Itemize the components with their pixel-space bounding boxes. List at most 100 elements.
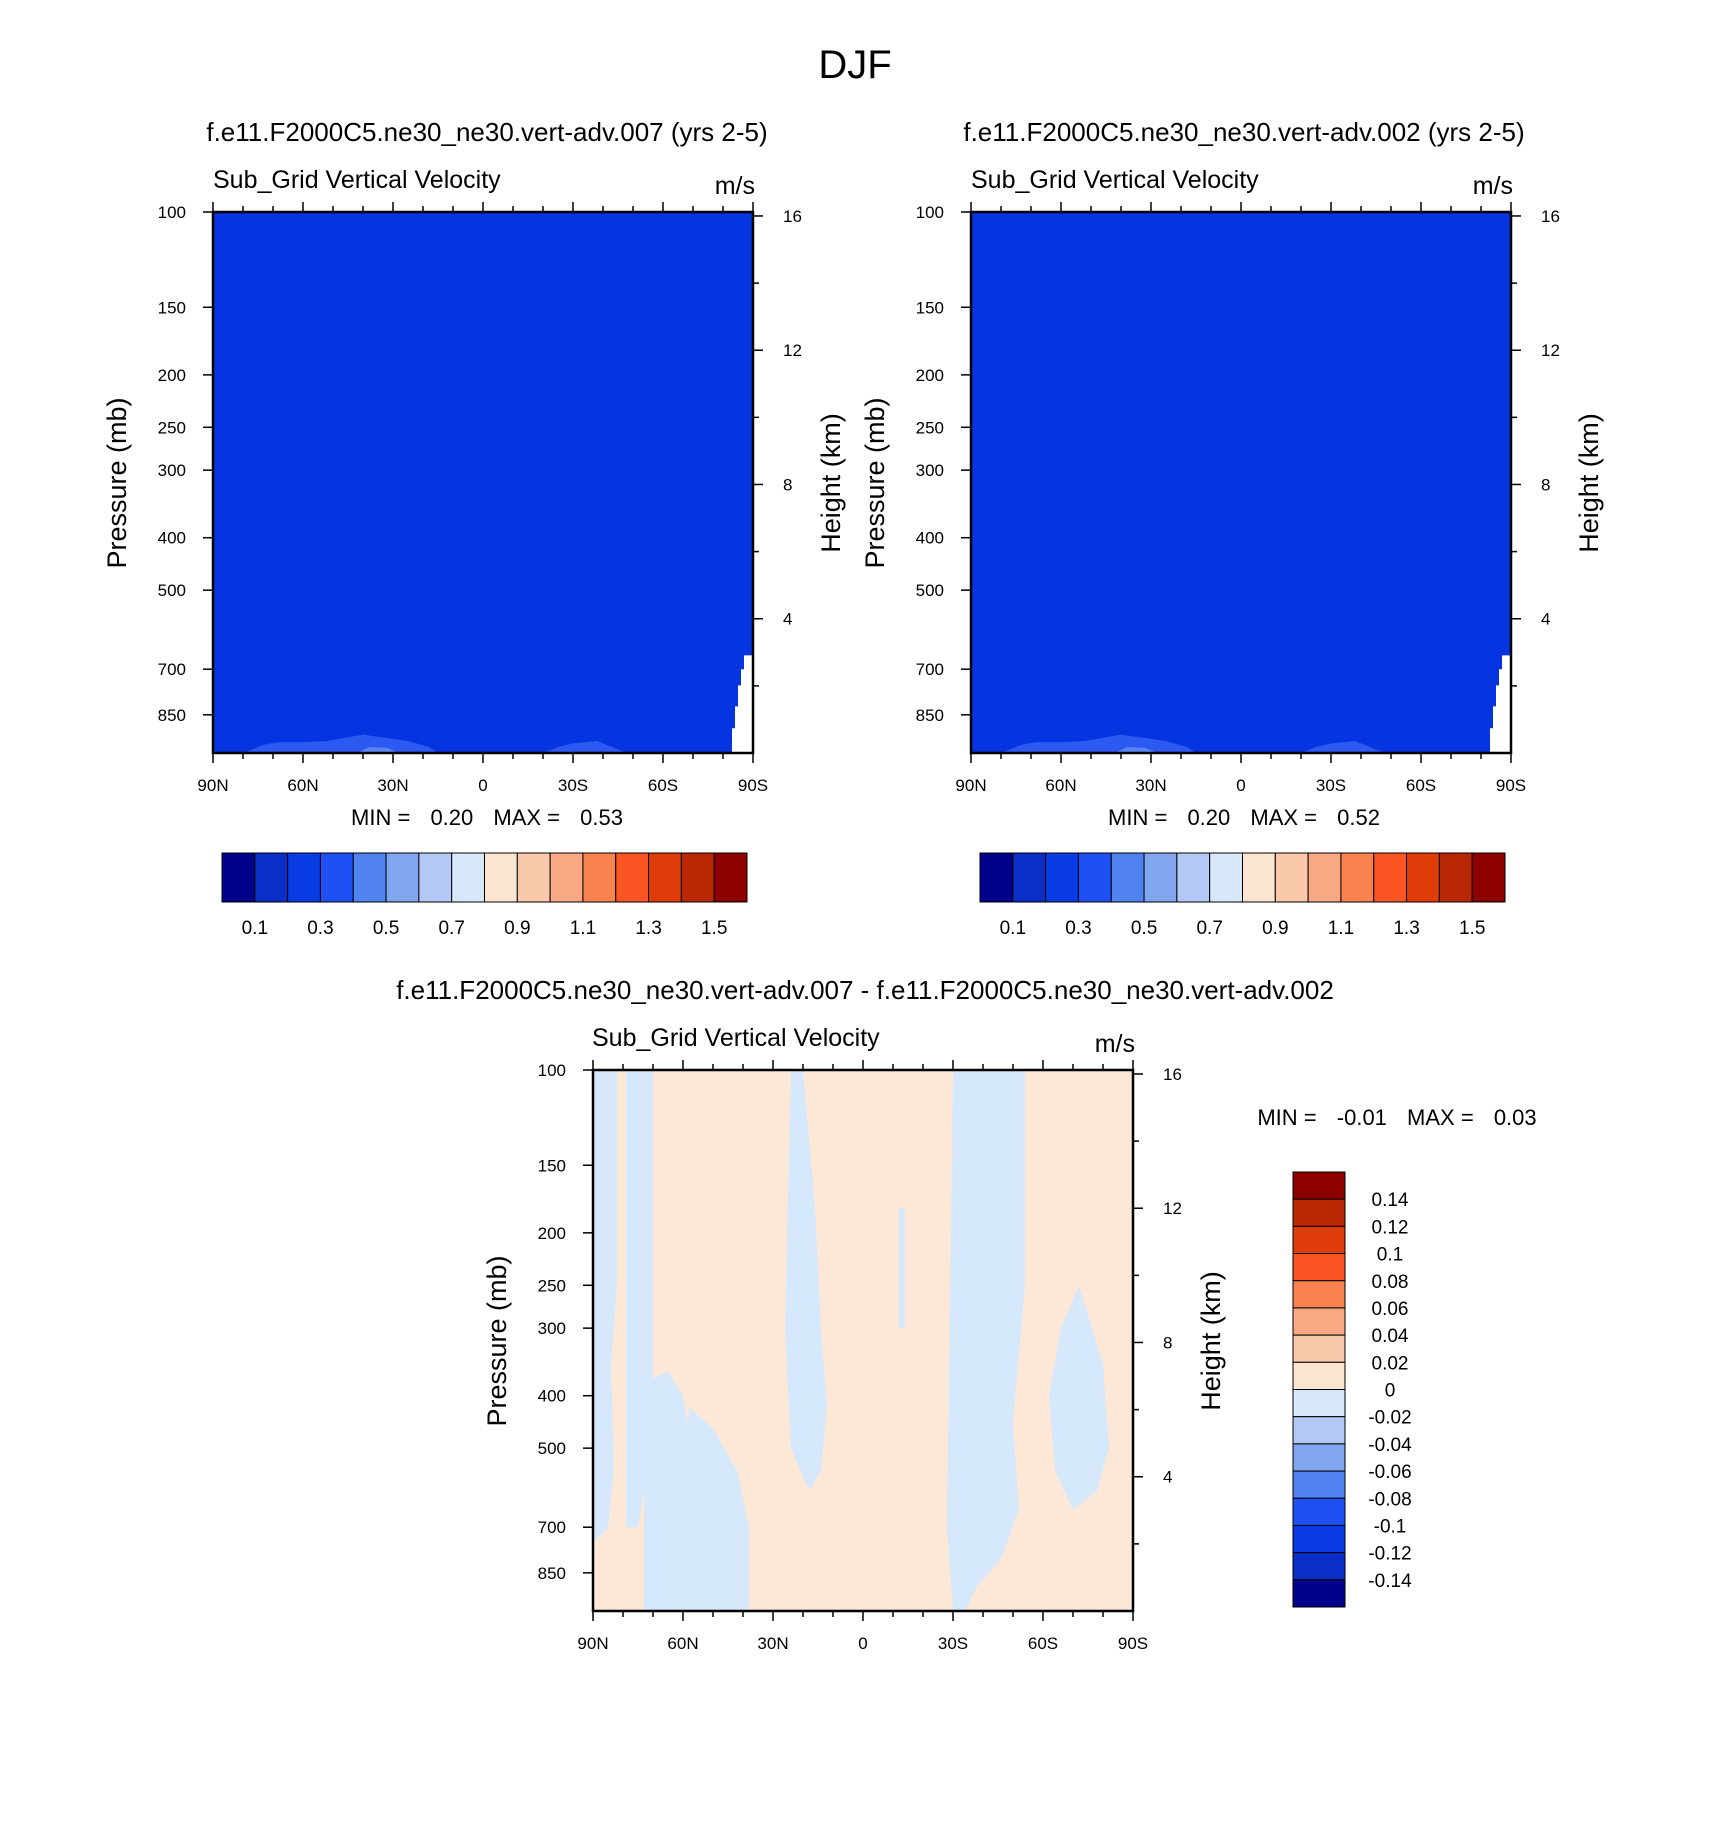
colorbar-box: [319, 852, 354, 903]
min-value: -0.01: [1337, 1105, 1387, 1130]
colorbar-label: 1.5: [701, 918, 727, 939]
colorbar-box: [1340, 852, 1375, 903]
x-tick-label: 60N: [287, 776, 318, 795]
y-tick-label: 150: [538, 1156, 566, 1175]
colorbar-box: [1176, 852, 1211, 903]
x-tick-label: 0: [478, 776, 487, 795]
y-right-tick-label: 4: [783, 610, 792, 629]
colorbar-box: [549, 852, 584, 903]
colorbar-box: [221, 852, 256, 903]
y-axis-label: Pressure (mb): [860, 397, 890, 568]
x-tick-label: 30N: [1135, 776, 1166, 795]
panel-case-002: f.e11.F2000C5.ne30_ne30.vert-adv.002 (yr…: [860, 117, 1604, 939]
colorbar-label: -0.1: [1374, 1516, 1407, 1537]
difference-title: f.e11.F2000C5.ne30_ne30.vert-adv.007 - f…: [396, 975, 1334, 1005]
negative-contour-region: [947, 1070, 1025, 1611]
colorbar-box: [1077, 852, 1112, 903]
colorbar-box: [484, 852, 518, 903]
y-right-tick-label: 8: [783, 475, 792, 494]
colorbar-label: 0: [1385, 1381, 1396, 1402]
field-title: Sub_Grid Vertical Velocity: [971, 166, 1259, 194]
colorbar-box: [1292, 1171, 1346, 1200]
colorbar: 0.1 0.3 0.5 0.7 0.9 1.1 1.3 1.5: [221, 852, 748, 939]
colorbar-box: [254, 852, 289, 903]
panel-case-007: f.e11.F2000C5.ne30_ne30.vert-adv.007 (yr…: [102, 117, 846, 939]
x-tick-label: 0: [858, 1634, 867, 1653]
colorbar-label: 0.02: [1372, 1353, 1409, 1374]
colorbar-box: [1143, 852, 1178, 903]
negative-contour-region: [995, 1070, 1004, 1295]
y-right-tick-label: 16: [1541, 207, 1560, 226]
y-tick-label: 700: [538, 1518, 566, 1537]
colorbar-box: [680, 852, 715, 903]
contour-plot: 90N 60N 30N 0 30S 60S 90S 100 150 200 250 300 400 500…: [916, 202, 1560, 795]
min-label: MIN =: [1257, 1105, 1316, 1130]
colorbar-box: [451, 852, 485, 903]
units-label: m/s: [1095, 1030, 1135, 1058]
y-tick-label: 400: [916, 529, 944, 548]
colorbar-label: 0.9: [1262, 918, 1288, 939]
colorbar-box: [615, 852, 650, 903]
x-tick-label: 90S: [1496, 776, 1526, 795]
y-tick-label: 400: [538, 1387, 566, 1406]
colorbar-label: 0.7: [438, 918, 464, 939]
colorbar: 0.1 0.3 0.5 0.7 0.9 1.1 1.3 1.5: [979, 852, 1506, 939]
max-label: MAX =: [1407, 1105, 1474, 1130]
x-tick-label: 60S: [648, 776, 678, 795]
colorbar-label: 0.5: [1131, 918, 1157, 939]
colorbar-label: -0.04: [1368, 1435, 1412, 1456]
y-tick-label: 150: [916, 298, 944, 317]
colorbar-label: 1.1: [570, 918, 596, 939]
contour-region: [1001, 734, 1196, 753]
y-tick-label: 500: [158, 581, 186, 600]
panel-difference: f.e11.F2000C5.ne30_ne30.vert-adv.007 - f…: [396, 975, 1536, 1653]
contour-region: [243, 734, 438, 753]
colorbar-box: [1292, 1443, 1346, 1472]
contour-plot: 90N 60N 30N 0 30S 60S 90S 100 150 200 250 300 400 500…: [158, 202, 802, 795]
y-tick-label: 250: [158, 418, 186, 437]
x-tick-label: 0: [1236, 776, 1245, 795]
y-tick-label: 300: [158, 461, 186, 480]
contour-plot: 90N 60N 30N 0 30S 60S 90S 100 150 200 250 300 400 500…: [538, 1060, 1182, 1653]
field-background: [213, 212, 753, 753]
x-tick-label: 30S: [938, 1634, 968, 1653]
colorbar-box: [1110, 852, 1145, 903]
colorbar-box: [1274, 852, 1309, 903]
y-tick-label: 400: [158, 529, 186, 548]
x-tick-label: 60S: [1406, 776, 1436, 795]
contour-field: [971, 212, 1511, 753]
figure-title: DJF: [818, 43, 891, 87]
y-right-tick-label: 4: [1163, 1468, 1172, 1487]
min-max-stats: MIN = 0.20 MAX = 0.53: [351, 805, 623, 830]
y-tick-label: 100: [158, 203, 186, 222]
field-title: Sub_Grid Vertical Velocity: [592, 1024, 880, 1052]
x-tick-label: 60S: [1028, 1634, 1058, 1653]
colorbar-box: [1307, 852, 1342, 903]
colorbar-box: [385, 852, 420, 903]
y-axis-right-label: Height (km): [1574, 413, 1604, 553]
colorbar-box: [1292, 1198, 1346, 1227]
y-tick-label: 700: [158, 660, 186, 679]
y-tick-label: 850: [538, 1564, 566, 1583]
colorbar-label: 0.3: [1065, 918, 1091, 939]
x-tick-label: 90S: [738, 776, 768, 795]
y-tick-label: 500: [538, 1439, 566, 1458]
colorbar-label: 1.5: [1459, 918, 1485, 939]
y-tick-label: 150: [158, 298, 186, 317]
units-label: m/s: [1473, 172, 1513, 200]
colorbar-box: [1012, 852, 1047, 903]
contour-region: [1115, 747, 1157, 753]
colorbar-label: 0.3: [307, 918, 333, 939]
x-tick-label: 60N: [667, 1634, 698, 1653]
colorbar-label: 0.9: [504, 918, 530, 939]
colorbar-box: [516, 852, 551, 903]
colorbar-box: [1373, 852, 1408, 903]
y-tick-label: 300: [538, 1319, 566, 1338]
x-tick-label: 30S: [558, 776, 588, 795]
colorbar-box: [1292, 1280, 1346, 1309]
missing-data-region: [732, 655, 753, 753]
max-value: 0.52: [1337, 805, 1380, 830]
missing-data-region: [1490, 655, 1511, 753]
colorbar-box: [713, 852, 748, 903]
field-background: [971, 212, 1511, 753]
